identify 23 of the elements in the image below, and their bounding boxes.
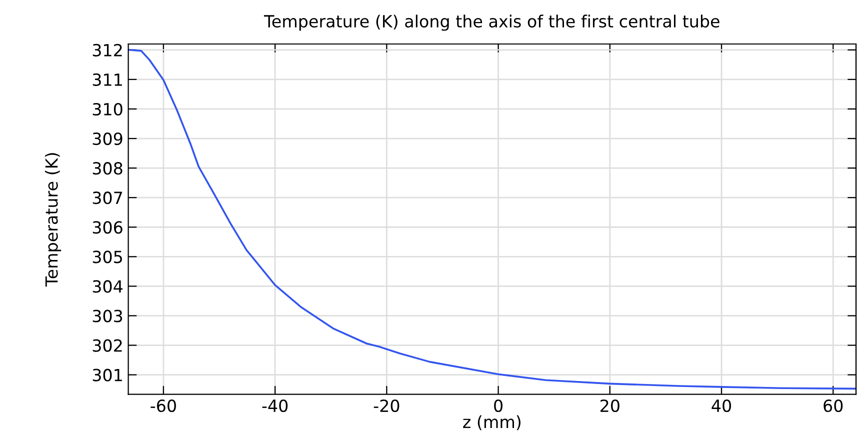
y-axis-title: Temperature (K)	[44, 153, 62, 287]
y-tick-label: 302	[92, 339, 122, 352]
x-tick-label: 0	[494, 399, 502, 412]
line-series	[129, 49, 856, 390]
y-tick-label: 308	[92, 162, 122, 175]
x-axis-title: z (mm)	[463, 415, 520, 430]
y-tick-label: 310	[92, 102, 122, 116]
x-tick-label: 40	[712, 399, 732, 412]
y-tick-label: 312	[92, 44, 122, 56]
x-tick-label: 60	[824, 399, 843, 412]
y-tick-label: 307	[92, 192, 122, 204]
y-tick-label: 311	[92, 73, 122, 86]
x-tick-label: -60	[150, 399, 176, 412]
y-tick-label: 303	[92, 310, 122, 322]
x-tick-label: -20	[374, 399, 400, 412]
chart-title: Temperature (K) along the axis of the first central tube	[264, 14, 720, 31]
y-tick-label: 306	[92, 221, 122, 234]
y-tick-label: 304	[92, 280, 123, 293]
x-tick-label: 20	[600, 399, 620, 412]
y-tick-label: 305	[92, 250, 122, 264]
y-tick-label: 301	[92, 368, 122, 382]
y-tick-label: 309	[92, 132, 122, 146]
x-tick-label: -40	[262, 399, 288, 412]
